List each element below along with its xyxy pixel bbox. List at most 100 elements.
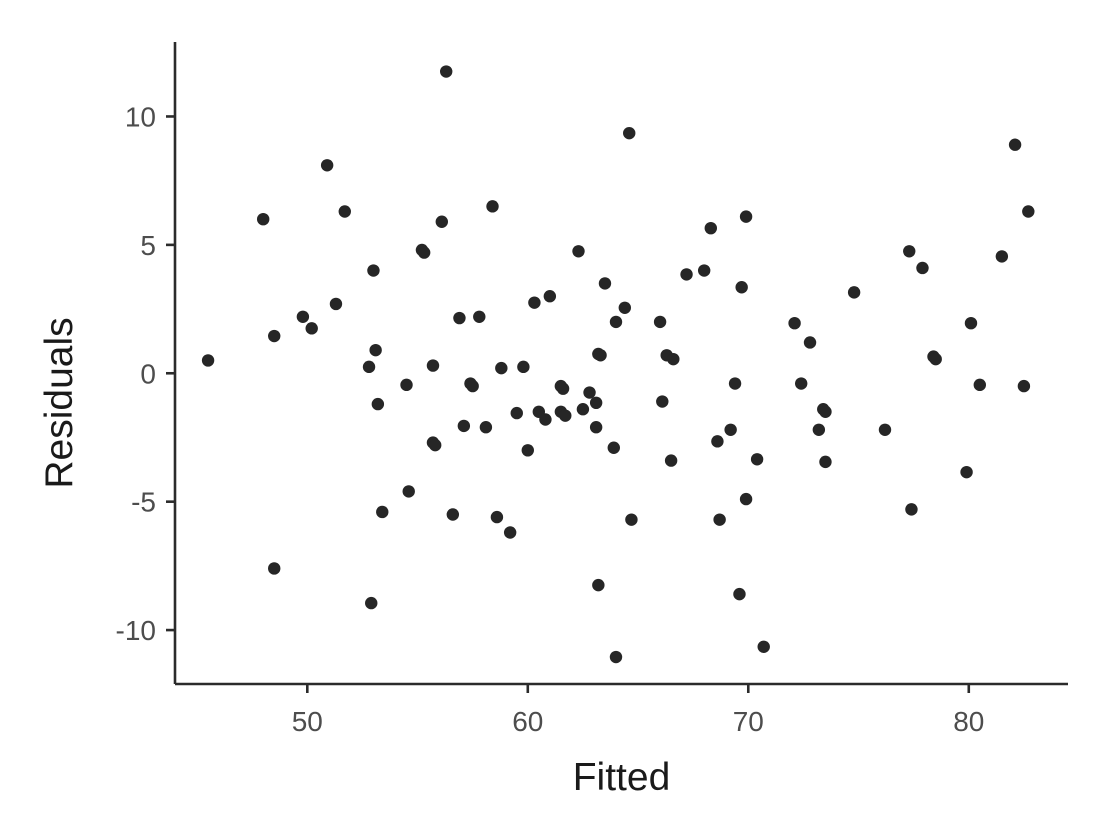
y-tick-label: -5 — [131, 487, 156, 518]
data-point — [490, 510, 504, 524]
data-point — [446, 508, 460, 521]
data-point — [376, 505, 389, 519]
x-axis-title: Fitted — [573, 756, 671, 799]
data-point — [1008, 138, 1022, 151]
data-point — [713, 513, 726, 526]
data-point — [510, 406, 523, 420]
data-point — [400, 378, 413, 392]
data-point — [847, 286, 861, 299]
data-point — [973, 378, 987, 392]
data-point — [479, 421, 493, 434]
y-tick-label: 5 — [140, 230, 156, 261]
data-point — [402, 485, 415, 498]
data-point — [618, 301, 632, 314]
x-tick-label: 60 — [512, 706, 543, 737]
data-point — [697, 264, 711, 277]
data-point — [268, 329, 281, 343]
data-point — [543, 290, 557, 303]
data-point — [878, 423, 892, 436]
data-point — [296, 310, 310, 323]
data-point — [440, 65, 453, 78]
data-point — [757, 640, 770, 653]
x-tick-label: 70 — [733, 706, 764, 737]
data-point — [667, 352, 680, 366]
data-point — [305, 322, 318, 335]
x-tick-label: 50 — [292, 706, 323, 737]
x-tick-label: 80 — [953, 706, 984, 737]
data-point — [466, 379, 479, 393]
data-point — [664, 454, 678, 467]
data-point — [819, 405, 832, 418]
data-point — [623, 126, 636, 140]
data-point — [426, 359, 440, 372]
data-point — [528, 296, 541, 309]
axes-layer — [173, 42, 1068, 686]
data-point — [625, 513, 638, 526]
data-point — [711, 435, 724, 448]
data-point — [453, 311, 466, 325]
data-point — [589, 421, 603, 434]
data-point — [362, 360, 376, 374]
data-point — [656, 395, 669, 408]
data-point — [960, 465, 973, 479]
data-point — [503, 526, 517, 539]
data-point — [473, 310, 486, 323]
data-point — [739, 492, 753, 506]
data-point — [539, 413, 552, 426]
data-point — [329, 297, 343, 311]
data-point — [556, 382, 570, 395]
data-point — [256, 212, 270, 226]
y-tick-label: 0 — [140, 358, 156, 389]
data-point — [995, 250, 1009, 263]
data-point — [788, 316, 801, 330]
data-point — [457, 419, 471, 433]
data-point — [594, 349, 607, 362]
data-point — [607, 441, 620, 454]
data-point — [592, 578, 605, 592]
data-point — [268, 562, 281, 575]
data-point — [589, 396, 603, 410]
data-point — [795, 377, 808, 390]
y-tick-label: -10 — [116, 615, 156, 646]
data-point — [916, 261, 929, 275]
data-point — [905, 503, 918, 516]
data-point — [367, 264, 380, 277]
data-point — [819, 455, 832, 469]
y-axis-title: Residuals — [38, 317, 81, 488]
data-point — [495, 361, 508, 375]
y-tick-label: 10 — [125, 101, 156, 132]
data-point — [320, 159, 334, 172]
data-point — [653, 315, 667, 329]
data-point — [903, 245, 916, 258]
data-point — [803, 336, 817, 349]
data-point — [598, 277, 612, 290]
data-point — [521, 444, 534, 457]
points-layer — [201, 65, 1035, 664]
data-point — [572, 245, 585, 258]
data-point — [1017, 379, 1031, 393]
data-point — [201, 354, 215, 367]
data-point — [739, 210, 753, 223]
data-point — [680, 268, 693, 281]
data-point — [609, 650, 623, 664]
data-point — [750, 453, 764, 466]
data-point — [435, 215, 448, 228]
data-point — [733, 587, 746, 601]
data-point — [417, 246, 431, 259]
data-point — [486, 200, 499, 213]
data-point — [583, 386, 596, 399]
data-point — [704, 221, 717, 235]
data-point — [517, 360, 530, 374]
data-point — [724, 423, 737, 436]
data-point — [812, 423, 826, 436]
data-point — [735, 281, 748, 294]
ticks-layer: 50 60 70 80 -10 -5 0 5 10 — [116, 101, 985, 737]
data-point — [929, 352, 942, 366]
data-point — [371, 397, 385, 411]
data-point — [338, 205, 351, 218]
data-point — [728, 377, 742, 390]
data-point — [576, 403, 590, 416]
data-point — [609, 315, 623, 329]
data-point — [369, 343, 382, 357]
